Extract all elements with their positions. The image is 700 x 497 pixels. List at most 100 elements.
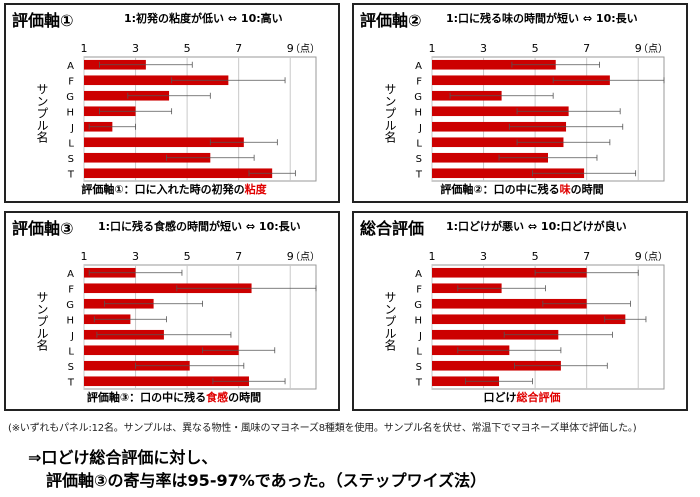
x-tick-label: 5 [532,42,539,55]
bar [432,75,610,86]
y-axis-label: サンプル名 [383,83,397,143]
bar [432,152,548,163]
caption-highlight: 味 [559,183,571,196]
category-label: S [416,154,422,165]
bar [432,360,561,371]
category-label: S [68,362,74,373]
category-label: H [66,315,74,326]
category-label: A [415,269,422,280]
y-axis-label: サンプル名 [35,83,49,143]
y-axis-label: サンプル名 [383,291,397,351]
x-unit-label: （点） [290,43,320,55]
category-label: L [416,138,422,149]
category-label: A [415,61,422,72]
x-tick-label: 7 [583,250,590,263]
panel-scale-description: 1:口に残る味の時間が短い ⇔ 10:長い [446,12,638,25]
bar [432,121,567,132]
x-unit-label: （点） [290,251,320,263]
bar [84,75,229,86]
caption-text: 評価軸②：口の中に残る [440,183,560,196]
panel-title: 評価軸① [12,11,74,30]
x-unit-label: （点） [638,251,668,263]
x-tick-label: 3 [480,42,487,55]
panel-caption: 評価軸①：口に入れた時の初発の粘度 [6,181,342,197]
panel-caption: 評価軸③：口の中に残る食感の時間 [6,389,342,405]
x-tick-label: 9 [635,250,642,263]
bar [432,267,587,278]
x-tick-label: 7 [235,250,242,263]
category-label: F [416,76,422,87]
x-tick-label: 1 [81,42,88,55]
conclusion-line2: 評価軸③の寄与率は95-97%であった。（ステップワイズ法） [46,471,487,490]
x-tick-label: 5 [532,250,539,263]
category-label: H [414,315,422,326]
category-label: L [68,138,74,149]
x-tick-label: 7 [583,42,590,55]
category-label: J [70,331,74,342]
category-label: F [68,284,74,295]
category-label: H [66,107,74,118]
category-label: F [416,284,422,295]
caption-text: 評価軸③：口の中に残る [86,391,207,404]
category-label: L [416,346,422,357]
chart-panel-axis1: 評価軸① 1:初発の粘度が低い ⇔ 10:高い 1 3 5 7 9 （点） サンプル名 A F G… [4,3,340,203]
x-tick-label: 9 [287,42,294,55]
category-label: T [67,169,75,180]
x-tick-label: 9 [635,42,642,55]
bar [84,90,170,101]
category-label: T [415,377,423,388]
category-label: J [70,123,74,134]
category-label: G [66,92,74,103]
bar [84,168,273,179]
x-tick-label: 1 [429,250,436,263]
caption-text: 口どけ [483,391,517,404]
bar [84,137,244,148]
category-label: S [416,362,422,373]
x-tick-label: 3 [480,250,487,263]
chart-panel-axis2: 評価軸② 1:口に残る味の時間が短い ⇔ 10:長い 1 3 5 7 9 （点） サンプル名… [352,3,688,203]
bar [432,59,556,70]
panel-caption: 評価軸②：口の中に残る味の時間 [354,181,690,197]
chart-panel-axis3: 評価軸③ 1:口に残る食感の時間が短い ⇔ 10:長い 1 3 5 7 9 （点） サンプル… [4,211,340,411]
category-label: T [67,377,75,388]
bar [432,168,585,179]
panel-caption: 口どけ総合評価 [354,389,690,405]
bar [84,283,252,294]
panel-scale-description: 1:口どけが悪い ⇔ 10:口どけが良い [446,220,627,233]
category-label: H [414,107,422,118]
x-tick-label: 3 [132,42,139,55]
x-tick-label: 1 [81,250,88,263]
x-tick-label: 3 [132,250,139,263]
footnote: (※いずれもパネル:12名。サンプルは、異なる物性・風味のマヨネーズ8種類を使用… [8,423,637,434]
bar [432,314,626,325]
category-label: T [415,169,423,180]
caption-text-suffix: の時間 [228,391,262,404]
category-label: J [418,123,422,134]
caption-text: 評価軸①：口に入れた時の初発の [81,183,245,196]
caption-highlight: 食感 [206,391,229,404]
x-tick-label: 1 [429,42,436,55]
x-tick-label: 5 [184,250,191,263]
caption-highlight: 総合評価 [516,391,561,404]
x-tick-label: 9 [287,250,294,263]
bar [84,376,249,387]
category-label: A [67,269,74,280]
bar [432,329,559,340]
category-label: J [418,331,422,342]
panel-scale-description: 1:初発の粘度が低い ⇔ 10:高い [124,12,283,25]
panel-title: 評価軸③ [12,219,74,238]
category-label: S [68,154,74,165]
category-label: G [66,300,74,311]
panel-scale-description: 1:口に残る食感の時間が短い ⇔ 10:長い [98,220,301,233]
y-axis-label: サンプル名 [35,291,49,351]
bar [432,106,569,117]
category-label: G [414,92,422,103]
caption-text-suffix: の時間 [570,183,604,196]
conclusion-line1: ⇒口どけ総合評価に対し、 [28,448,218,467]
category-label: G [414,300,422,311]
x-unit-label: （点） [638,43,668,55]
